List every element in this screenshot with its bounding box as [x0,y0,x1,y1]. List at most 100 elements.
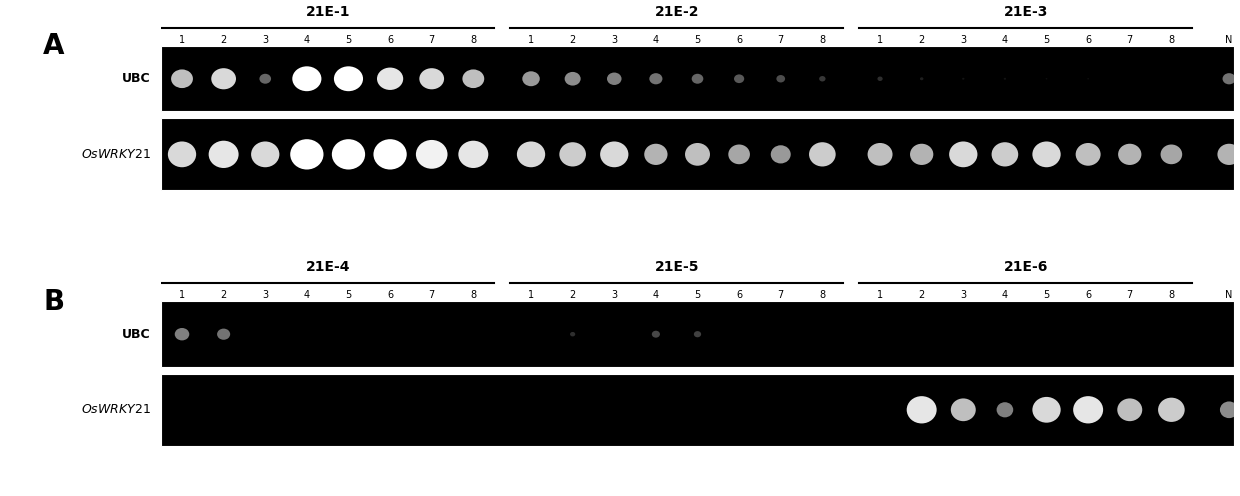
Text: 3: 3 [611,35,618,45]
Ellipse shape [211,68,236,89]
Text: UBC: UBC [122,328,150,341]
Text: 3: 3 [262,35,268,45]
Ellipse shape [564,72,580,86]
Ellipse shape [652,331,660,338]
Text: 3: 3 [960,290,966,300]
Ellipse shape [259,74,272,84]
Text: 2: 2 [569,290,575,300]
Text: 5: 5 [346,290,352,300]
Text: 21E-5: 21E-5 [655,260,699,274]
Text: 1: 1 [877,35,883,45]
Ellipse shape [250,141,279,167]
Text: 1: 1 [528,290,534,300]
Ellipse shape [217,328,231,340]
Text: UBC: UBC [122,72,150,85]
Ellipse shape [949,141,977,167]
Text: 2: 2 [919,290,925,300]
Ellipse shape [1003,78,1006,80]
Text: $\it{OsWRKY21}$: $\it{OsWRKY21}$ [81,403,150,416]
Text: 6: 6 [387,35,393,45]
Text: 21E-2: 21E-2 [655,5,699,19]
Ellipse shape [1161,144,1182,164]
Ellipse shape [1118,144,1141,165]
Text: 4: 4 [652,290,658,300]
Ellipse shape [175,328,190,340]
Ellipse shape [920,77,924,80]
Text: 8: 8 [1168,35,1174,45]
Ellipse shape [373,139,407,170]
Ellipse shape [559,142,587,167]
Ellipse shape [1073,396,1104,424]
Text: 21E-6: 21E-6 [1003,260,1048,274]
Text: 8: 8 [820,290,826,300]
Text: 5: 5 [346,35,352,45]
Ellipse shape [906,396,936,424]
Ellipse shape [1223,73,1235,84]
Ellipse shape [992,142,1018,167]
Text: 21E-1: 21E-1 [305,5,350,19]
Ellipse shape [1045,78,1048,79]
Ellipse shape [868,143,893,166]
Ellipse shape [645,144,667,165]
Text: N: N [1225,35,1233,45]
Ellipse shape [1220,401,1239,418]
Text: 5: 5 [1043,35,1049,45]
Text: 4: 4 [304,35,310,45]
Ellipse shape [910,144,934,165]
Text: 1: 1 [877,290,883,300]
Text: 7: 7 [777,35,784,45]
Ellipse shape [962,78,965,80]
Text: 2: 2 [221,290,227,300]
Text: 2: 2 [919,35,925,45]
Ellipse shape [290,139,324,170]
Ellipse shape [332,139,365,170]
Text: 7: 7 [429,35,435,45]
Ellipse shape [171,69,193,88]
Ellipse shape [293,66,321,91]
Text: 6: 6 [387,290,393,300]
Text: 1: 1 [179,35,185,45]
Text: 8: 8 [470,290,476,300]
Ellipse shape [997,402,1013,417]
Text: 8: 8 [1168,290,1174,300]
Ellipse shape [1033,141,1060,167]
Ellipse shape [608,72,621,85]
Ellipse shape [694,331,701,337]
Text: 6: 6 [737,290,743,300]
Ellipse shape [167,141,196,167]
Ellipse shape [459,141,489,168]
Ellipse shape [334,66,363,91]
Ellipse shape [951,398,976,421]
Text: 3: 3 [611,290,618,300]
Text: 5: 5 [1043,290,1049,300]
Ellipse shape [728,144,750,164]
Text: 6: 6 [1085,35,1091,45]
Ellipse shape [570,332,575,336]
Ellipse shape [208,141,238,168]
Text: 7: 7 [777,290,784,300]
Text: B: B [43,288,64,316]
Text: 7: 7 [429,290,435,300]
Text: 4: 4 [304,290,310,300]
Ellipse shape [419,68,444,89]
Ellipse shape [776,75,785,82]
Text: 21E-3: 21E-3 [1003,5,1048,19]
Ellipse shape [1087,78,1089,79]
Ellipse shape [377,67,403,90]
Ellipse shape [1117,398,1142,421]
Ellipse shape [517,141,546,167]
Ellipse shape [415,140,448,169]
Text: 3: 3 [262,290,268,300]
Ellipse shape [692,74,703,84]
Ellipse shape [522,71,539,86]
Text: 21E-4: 21E-4 [305,260,350,274]
Ellipse shape [1075,143,1101,166]
Bar [161,302,1234,367]
Ellipse shape [1158,398,1184,422]
Bar [161,373,1234,446]
Text: 4: 4 [1002,35,1008,45]
Text: 2: 2 [221,35,227,45]
Text: 8: 8 [470,35,476,45]
Text: 7: 7 [1127,290,1133,300]
Ellipse shape [878,76,883,81]
